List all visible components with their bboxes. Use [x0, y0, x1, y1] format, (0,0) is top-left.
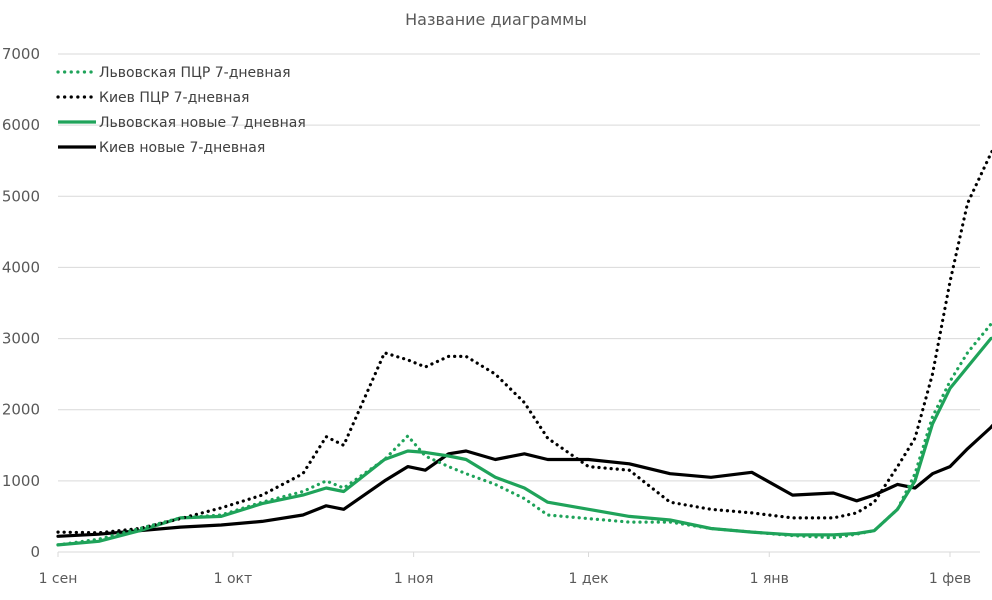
- y-tick-label: 6000: [2, 116, 40, 134]
- legend-label: Киев новые 7-дневная: [99, 140, 265, 156]
- legend-label: Львовская ПЦР 7-дневная: [99, 65, 291, 81]
- x-tick-label: 1 сен: [39, 571, 78, 587]
- legend-label: Львовская новые 7 дневная: [99, 115, 306, 131]
- series-lines: [56, 148, 992, 547]
- y-tick-label: 5000: [2, 187, 40, 205]
- x-tick-label: 1 ноя: [394, 571, 434, 587]
- y-tick-label: 2000: [2, 401, 40, 419]
- x-tick-label: 1 окт: [214, 571, 253, 587]
- gridlines: [58, 53, 980, 553]
- x-tick-label: 1 янв: [750, 571, 789, 587]
- series-line-1: [56, 148, 992, 535]
- y-tick-label: 3000: [2, 330, 40, 348]
- y-tick-label: 1000: [2, 472, 40, 490]
- y-tick-label: 7000: [2, 45, 40, 63]
- x-tick-label: 1 дек: [568, 571, 608, 587]
- y-tick-label: 0: [30, 543, 40, 561]
- x-tick-label: 1 фев: [929, 571, 971, 587]
- y-tick-label: 4000: [2, 258, 40, 276]
- series-line-2: [56, 336, 992, 547]
- legend-label: Киев ПЦР 7-дневная: [99, 90, 249, 106]
- chart-title: Название диаграммы: [405, 10, 587, 29]
- legend: Львовская ПЦР 7-дневная Киев ПЦР 7-дневна…: [56, 65, 306, 156]
- series-line-0: [56, 321, 992, 547]
- y-axis: 0 1000 2000 3000 4000 5000 6000 7000: [2, 45, 40, 561]
- x-axis: 1 сен 1 окт 1 ноя 1 дек 1 янв 1 фев: [39, 552, 971, 587]
